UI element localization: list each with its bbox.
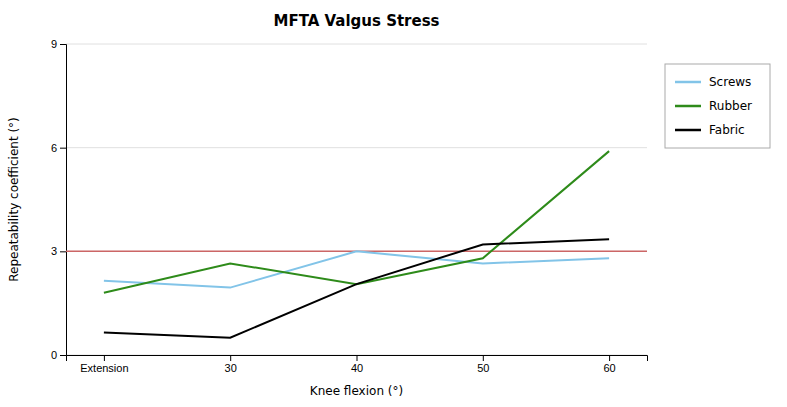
legend-label: Screws	[709, 75, 751, 89]
x-axis-line	[67, 356, 648, 362]
legend-label: Fabric	[709, 123, 745, 137]
legend-label: Rubber	[709, 99, 752, 113]
x-tick-mark	[104, 355, 105, 361]
marks	[66, 151, 647, 338]
x-tick-mark	[609, 355, 610, 361]
y-tick-label: 0	[51, 349, 57, 361]
y-tick-label: 9	[51, 38, 57, 50]
y-tick-mark	[60, 355, 66, 356]
y-axis-line	[60, 45, 67, 356]
y-tick: 9	[51, 38, 66, 50]
x-tick-mark	[483, 355, 484, 361]
legend-swatch	[675, 81, 701, 84]
y-tick: 3	[51, 245, 66, 257]
chart: Extension 30 40 50 60 0 3 6 9 MFTA Valgus Stress K…	[0, 0, 787, 407]
x-tick: 30	[225, 355, 237, 374]
series-line	[104, 251, 609, 287]
y-tick: 0	[51, 349, 66, 361]
y-axis: 0 3 6 9	[51, 38, 67, 361]
y-tick-mark	[60, 44, 66, 45]
legend-swatch	[675, 105, 701, 108]
title: MFTA Valgus Stress	[273, 12, 439, 30]
legend: Screws Rubber Fabric	[665, 64, 770, 148]
y-tick-label: 6	[51, 142, 57, 154]
legend-item: Fabric	[675, 123, 745, 137]
x-tick-label: 30	[225, 362, 237, 374]
y-tick-label: 3	[51, 245, 57, 257]
x-tick-mark	[230, 355, 231, 361]
x-tick-label: 50	[477, 362, 489, 374]
y-axis-title: Repeatability coefficient (°)	[7, 117, 21, 282]
legend-item: Screws	[675, 75, 751, 89]
x-tick-label: 60	[603, 362, 615, 374]
y-tick: 6	[51, 142, 66, 154]
x-tick-mark	[357, 355, 358, 361]
legend-item: Rubber	[675, 99, 752, 113]
x-tick: Extension	[80, 355, 128, 374]
series-line	[104, 151, 609, 293]
grid	[66, 44, 647, 355]
series-line	[104, 239, 609, 337]
grid-line	[66, 44, 647, 45]
y-tick-mark	[60, 251, 66, 252]
x-tick: 40	[351, 355, 363, 374]
y-tick-mark	[60, 148, 66, 149]
plot: Extension 30 40 50 60 0 3 6 9	[51, 38, 648, 374]
legend-frame	[665, 64, 770, 148]
x-axis: Extension 30 40 50 60	[67, 355, 648, 374]
x-tick-label: Extension	[80, 362, 128, 374]
grid-line	[66, 147, 647, 148]
x-tick: 50	[477, 355, 489, 374]
x-tick-label: 40	[351, 362, 363, 374]
x-tick: 60	[603, 355, 615, 374]
x-axis-title: Knee flexion (°)	[310, 384, 403, 398]
legend-swatch	[675, 129, 701, 132]
